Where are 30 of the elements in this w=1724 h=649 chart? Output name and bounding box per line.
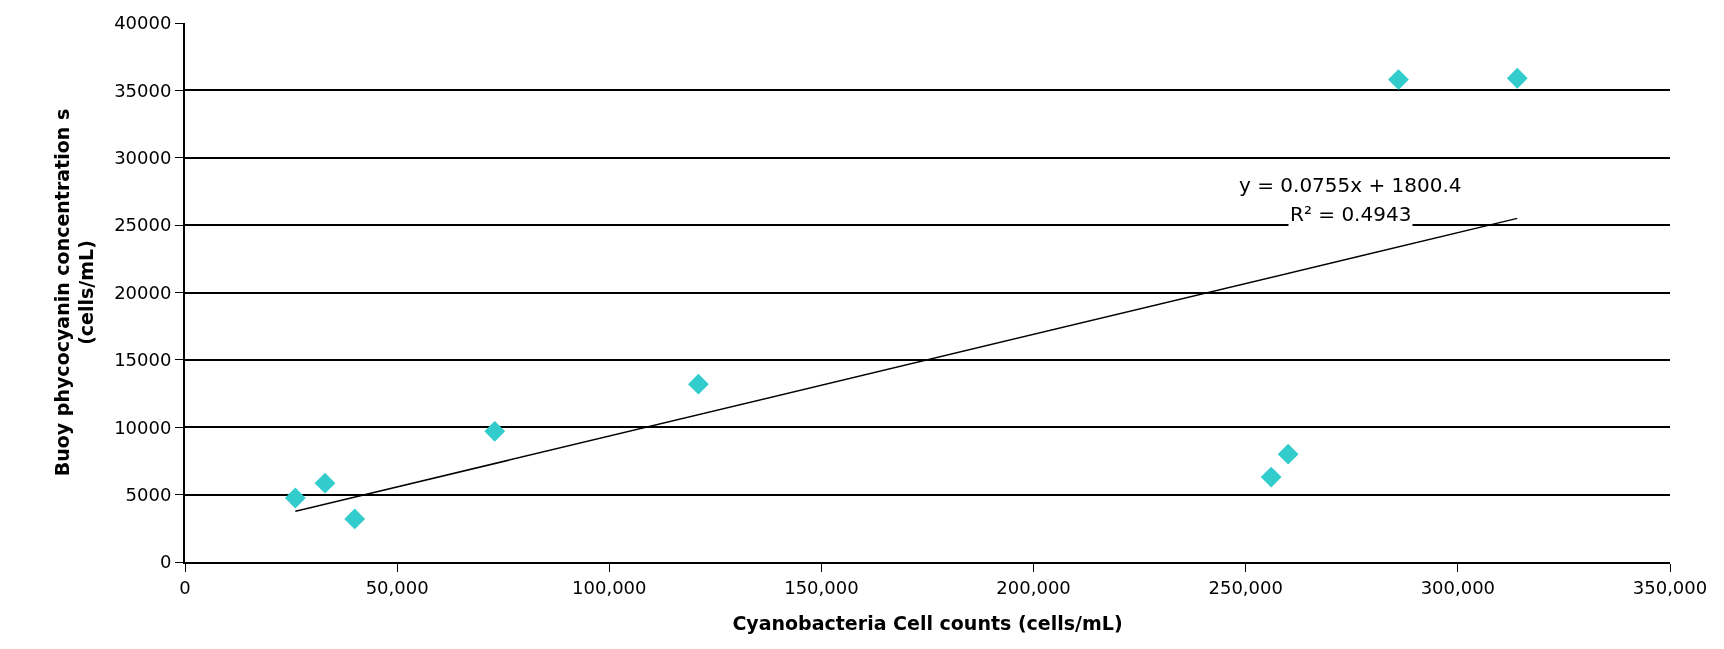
annotation: y = 0.0755x + 1800.4 [1239, 173, 1462, 197]
x-axis-title: Cyanobacteria Cell counts (cells/mL) [732, 612, 1123, 634]
y-tick-label: 5000 [125, 483, 172, 505]
x-tick-label: 350,000 [1632, 576, 1708, 598]
point [1277, 443, 1299, 465]
x-tick-label: 100,000 [572, 576, 647, 598]
y-axis-title: Buoy phycocyanin concentration s (cells/mL) [50, 108, 98, 477]
point [687, 373, 709, 395]
y-tick-label: 40000 [114, 12, 172, 34]
point [1260, 466, 1282, 488]
x-tick-label: 300,000 [1420, 576, 1496, 598]
x-tick-label: 0 [179, 576, 191, 598]
y-tick-label: 35000 [114, 79, 172, 101]
y-tick-label: 20000 [114, 281, 172, 303]
y-tick-label: 0 [159, 551, 172, 573]
annotation: R² = 0.4943 [1290, 202, 1412, 226]
y-tick-label: 30000 [114, 147, 172, 169]
point [1388, 69, 1409, 90]
x-tick-label: 150,000 [784, 576, 859, 598]
y-tick-label: 10000 [114, 416, 172, 438]
y-tick-label: 15000 [114, 349, 172, 371]
point [314, 472, 336, 494]
x-tick-label: 50,000 [365, 576, 429, 598]
y-tick-label: 25000 [114, 214, 172, 236]
point [484, 420, 506, 442]
point [344, 508, 366, 530]
point [1506, 67, 1528, 89]
x-tick-label: 200,000 [996, 576, 1071, 598]
point [284, 487, 306, 509]
x-tick-label: 250,000 [1208, 576, 1283, 598]
